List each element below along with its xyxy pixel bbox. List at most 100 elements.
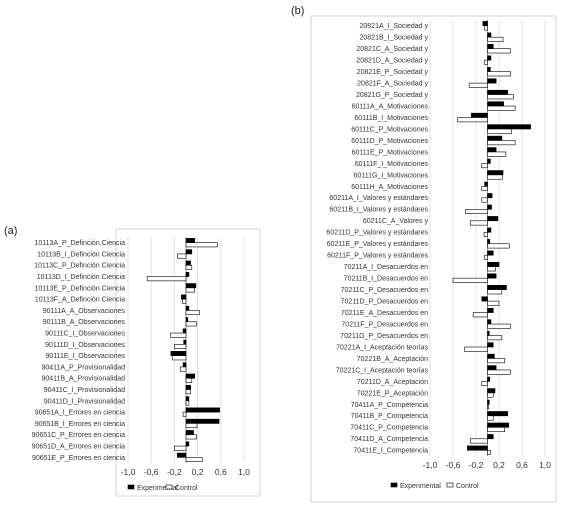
control-bar bbox=[185, 434, 197, 440]
panel-b-chart: (b) -1,0 -0,6 -0,2 0,2 0,6 1,0 20821A_I_Socieda… bbox=[291, 5, 557, 503]
experimental-bar bbox=[487, 262, 500, 267]
experimental-bar bbox=[487, 330, 490, 336]
control-bar bbox=[487, 36, 504, 42]
x-tick-label: 0,2 bbox=[192, 467, 204, 477]
category-label: 70221E_P_Aceptación bbox=[357, 390, 428, 397]
legend-label: Control bbox=[175, 485, 198, 492]
control-bar bbox=[481, 186, 488, 192]
control-bar bbox=[487, 266, 496, 272]
category-label: 60111H_A_Motivaciones bbox=[351, 184, 428, 191]
control-bar bbox=[487, 94, 514, 100]
experimental-bar bbox=[185, 283, 197, 289]
control-bar bbox=[185, 400, 190, 406]
category-label: 70211C_P_Desacuerdos en bbox=[341, 287, 429, 294]
category-label: 70221B_A_Aceptación bbox=[357, 356, 428, 363]
control-bar bbox=[182, 411, 187, 417]
control-bar bbox=[487, 243, 510, 249]
category-label: 70411E_I_Competencia bbox=[353, 448, 428, 455]
category-label: 10113B_I_Definción Ciencia bbox=[37, 251, 125, 258]
experimental-bar bbox=[185, 396, 190, 402]
control-bar bbox=[182, 298, 187, 304]
category-label: 60111D_P_Motivaciones bbox=[351, 138, 428, 145]
experimental-bar bbox=[487, 55, 492, 61]
control-bar bbox=[487, 174, 503, 180]
control-bar bbox=[170, 332, 187, 338]
category-label: 60111G_I_Motivaciones bbox=[354, 172, 429, 179]
experimental-bar bbox=[185, 430, 194, 436]
legend-swatch bbox=[165, 484, 173, 490]
experimental-bar bbox=[487, 273, 497, 279]
category-label: 90111C_I_Observaciones bbox=[45, 330, 125, 337]
control-bar bbox=[483, 231, 488, 237]
category-label: 90411C_I_Provisionalidad bbox=[44, 387, 125, 394]
control-bar bbox=[472, 312, 488, 318]
category-label: 90411B_A_Provisionalidad bbox=[41, 376, 125, 383]
category-label: 60111F_I_Motivaciones bbox=[355, 161, 429, 168]
control-bar bbox=[487, 404, 489, 410]
control-bar bbox=[469, 220, 488, 226]
control-bar bbox=[146, 276, 187, 282]
experimental-bar bbox=[487, 388, 496, 394]
x-tick-label: -0,2 bbox=[167, 467, 182, 477]
control-bar bbox=[487, 128, 512, 134]
control-bar bbox=[487, 300, 500, 306]
control-bar bbox=[185, 457, 203, 462]
legend-swatch bbox=[127, 484, 135, 490]
experimental-bar bbox=[487, 434, 494, 440]
control-bar bbox=[487, 415, 494, 421]
x-tick-label: 1,0 bbox=[539, 460, 551, 470]
control-bar bbox=[469, 438, 488, 444]
experimental-bar bbox=[487, 135, 503, 141]
control-bar bbox=[487, 323, 511, 329]
control-bar bbox=[174, 445, 187, 451]
control-bar bbox=[481, 381, 488, 387]
control-bar bbox=[457, 117, 488, 123]
control-bar bbox=[487, 358, 506, 364]
category-label: 20821D_A_Sociedad y bbox=[356, 58, 428, 65]
category-label: 20821G_P_Sociedad y bbox=[356, 92, 428, 99]
experimental-bar bbox=[487, 170, 504, 176]
category-label: 70211D_A_Aceptación bbox=[357, 379, 428, 386]
experimental-bar bbox=[484, 181, 488, 187]
control-bar bbox=[487, 151, 507, 157]
category-label: 70211A_I_Desacuerdos en bbox=[344, 264, 428, 271]
experimental-bar bbox=[487, 124, 531, 130]
category-label: 20821E_P_Sociedad y bbox=[357, 69, 429, 76]
category-label: 90411D_I_Provisionalidad bbox=[44, 398, 125, 405]
category-label: 70211G_P_Desacuerdos en bbox=[340, 333, 428, 340]
experimental-bar bbox=[183, 339, 187, 345]
category-label: 20821F_A_Sociedad y bbox=[357, 81, 428, 88]
category-label: 60211C_A_Valores y bbox=[363, 218, 429, 225]
category-label: 60111A_A_Motivaciones bbox=[352, 103, 429, 110]
category-label: 70211E_A_Desacuerdos en bbox=[341, 310, 428, 317]
x-tick-label: 1,0 bbox=[238, 467, 250, 477]
control-bar bbox=[465, 209, 488, 214]
experimental-bar bbox=[487, 227, 492, 233]
category-label: 90651D_A_Errores en ciencia bbox=[32, 443, 125, 450]
experimental-bar bbox=[487, 353, 495, 359]
category-label: 70411D_A_Competencia bbox=[350, 436, 428, 443]
control-bar bbox=[481, 197, 488, 203]
experimental-bar bbox=[185, 373, 195, 379]
legend-label: Experimental bbox=[400, 483, 441, 490]
control-bar bbox=[487, 335, 503, 341]
control-bar bbox=[487, 392, 494, 398]
control-bar bbox=[487, 48, 511, 54]
experimental-bar bbox=[487, 411, 508, 417]
category-label: 20821A_I_Sociedad y bbox=[360, 23, 429, 30]
category-label: 10113E_P_Definción Ciencia bbox=[34, 285, 125, 292]
experimental-bar bbox=[182, 328, 187, 334]
control-bar bbox=[172, 355, 187, 361]
control-bar bbox=[484, 254, 488, 260]
x-tick-label: -1,0 bbox=[121, 467, 136, 477]
category-label: 90651A_I_Errores en ciencia bbox=[35, 410, 125, 417]
category-label: 70411A_P_Competencia bbox=[351, 402, 428, 409]
control-bar bbox=[484, 59, 488, 65]
category-label: 20821B_I_Sociedad y bbox=[360, 35, 429, 42]
category-label: 60211F_P_Valores y estándares bbox=[327, 253, 428, 260]
panel-frame bbox=[310, 15, 557, 503]
experimental-bar bbox=[185, 407, 220, 413]
experimental-bar bbox=[487, 193, 493, 199]
experimental-bar bbox=[487, 319, 492, 325]
